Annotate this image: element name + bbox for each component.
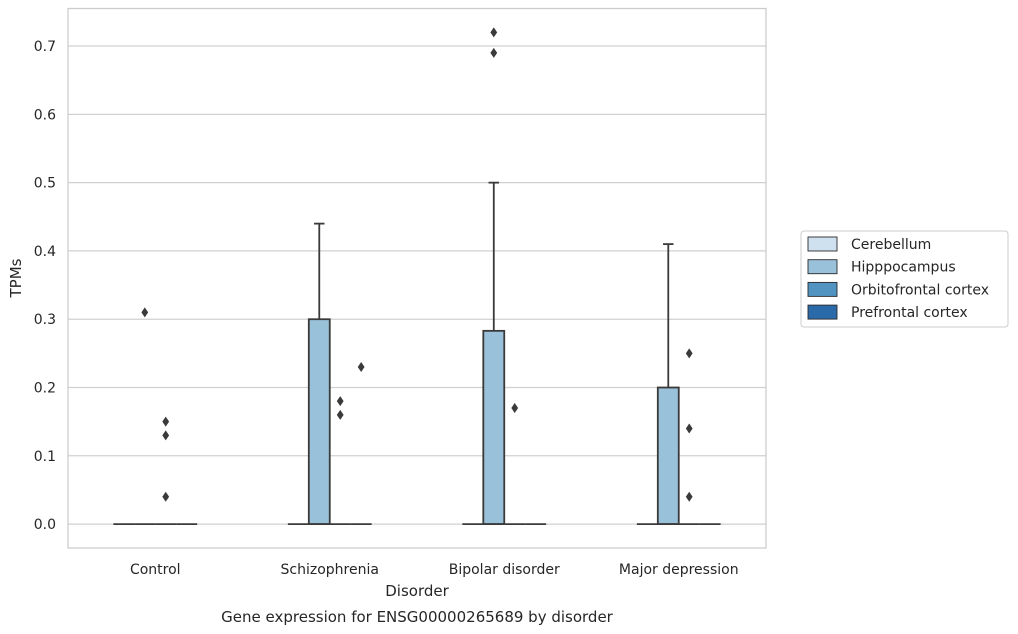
outlier-point (685, 491, 693, 502)
box-group (307, 222, 331, 525)
box-group (656, 243, 680, 525)
box-group (678, 348, 700, 525)
box (656, 386, 680, 525)
y-tick-label: 0.6 (34, 107, 56, 123)
y-axis-title: TPMs (7, 258, 25, 298)
outlier-point (336, 409, 344, 420)
legend-label: Prefrontal cortex (851, 305, 968, 321)
box-group (155, 416, 177, 525)
legend-label: Cerebellum (851, 237, 931, 253)
box-group (482, 27, 506, 525)
legend-label: Hipppocampus (851, 260, 956, 276)
legend-swatch (807, 304, 838, 320)
box-group (350, 362, 372, 525)
outlier-point (162, 491, 170, 502)
outlier-point (162, 430, 170, 441)
y-tick-label: 0.4 (34, 244, 56, 260)
legend-swatch (807, 236, 838, 252)
outlier-point (685, 348, 693, 359)
x-tick-label: Control (130, 562, 181, 578)
y-tick-label: 0.2 (34, 381, 56, 397)
outlier-point (141, 307, 149, 318)
plot-frame (67, 7, 767, 549)
x-tick-labels: Control Schizophrenia Bipolar disorder Majo… (130, 562, 739, 578)
legend-label: Orbitofrontal cortex (851, 282, 989, 298)
box-series (113, 27, 721, 525)
chart-caption: Gene expression for ENSG00000265689 by d… (221, 608, 614, 626)
outlier-point (490, 47, 498, 58)
box (482, 329, 506, 525)
outlier-point (162, 416, 170, 427)
x-axis-title: Disorder (385, 582, 449, 600)
y-tick-label: 0.7 (34, 39, 56, 55)
outlier-point (357, 362, 365, 373)
y-tick-label: 0.5 (34, 176, 56, 192)
outlier-point (685, 423, 693, 434)
x-tick-label: Bipolar disorder (449, 562, 560, 578)
y-tick-label: 0.0 (34, 517, 56, 533)
legend: Cerebellum Hipppocampus Orbitofrontal cort… (800, 230, 1009, 328)
legend-swatch (807, 259, 838, 275)
x-tick-label: Major depression (619, 562, 739, 578)
box-group (329, 396, 351, 525)
outlier-point (490, 27, 498, 38)
plot-area (68, 8, 766, 548)
x-tick-label: Schizophrenia (281, 562, 379, 578)
outlier-point (336, 396, 344, 407)
box-group (504, 403, 526, 525)
y-tick-labels: 0.0 0.1 0.2 0.3 0.4 0.5 0.6 0.7 (34, 39, 56, 533)
outlier-point (511, 403, 519, 414)
y-tick-label: 0.1 (34, 449, 56, 465)
legend-swatch (807, 281, 838, 297)
box (307, 318, 331, 525)
y-tick-label: 0.3 (34, 312, 56, 328)
box-group (134, 307, 156, 525)
legend-frame (800, 230, 1009, 328)
